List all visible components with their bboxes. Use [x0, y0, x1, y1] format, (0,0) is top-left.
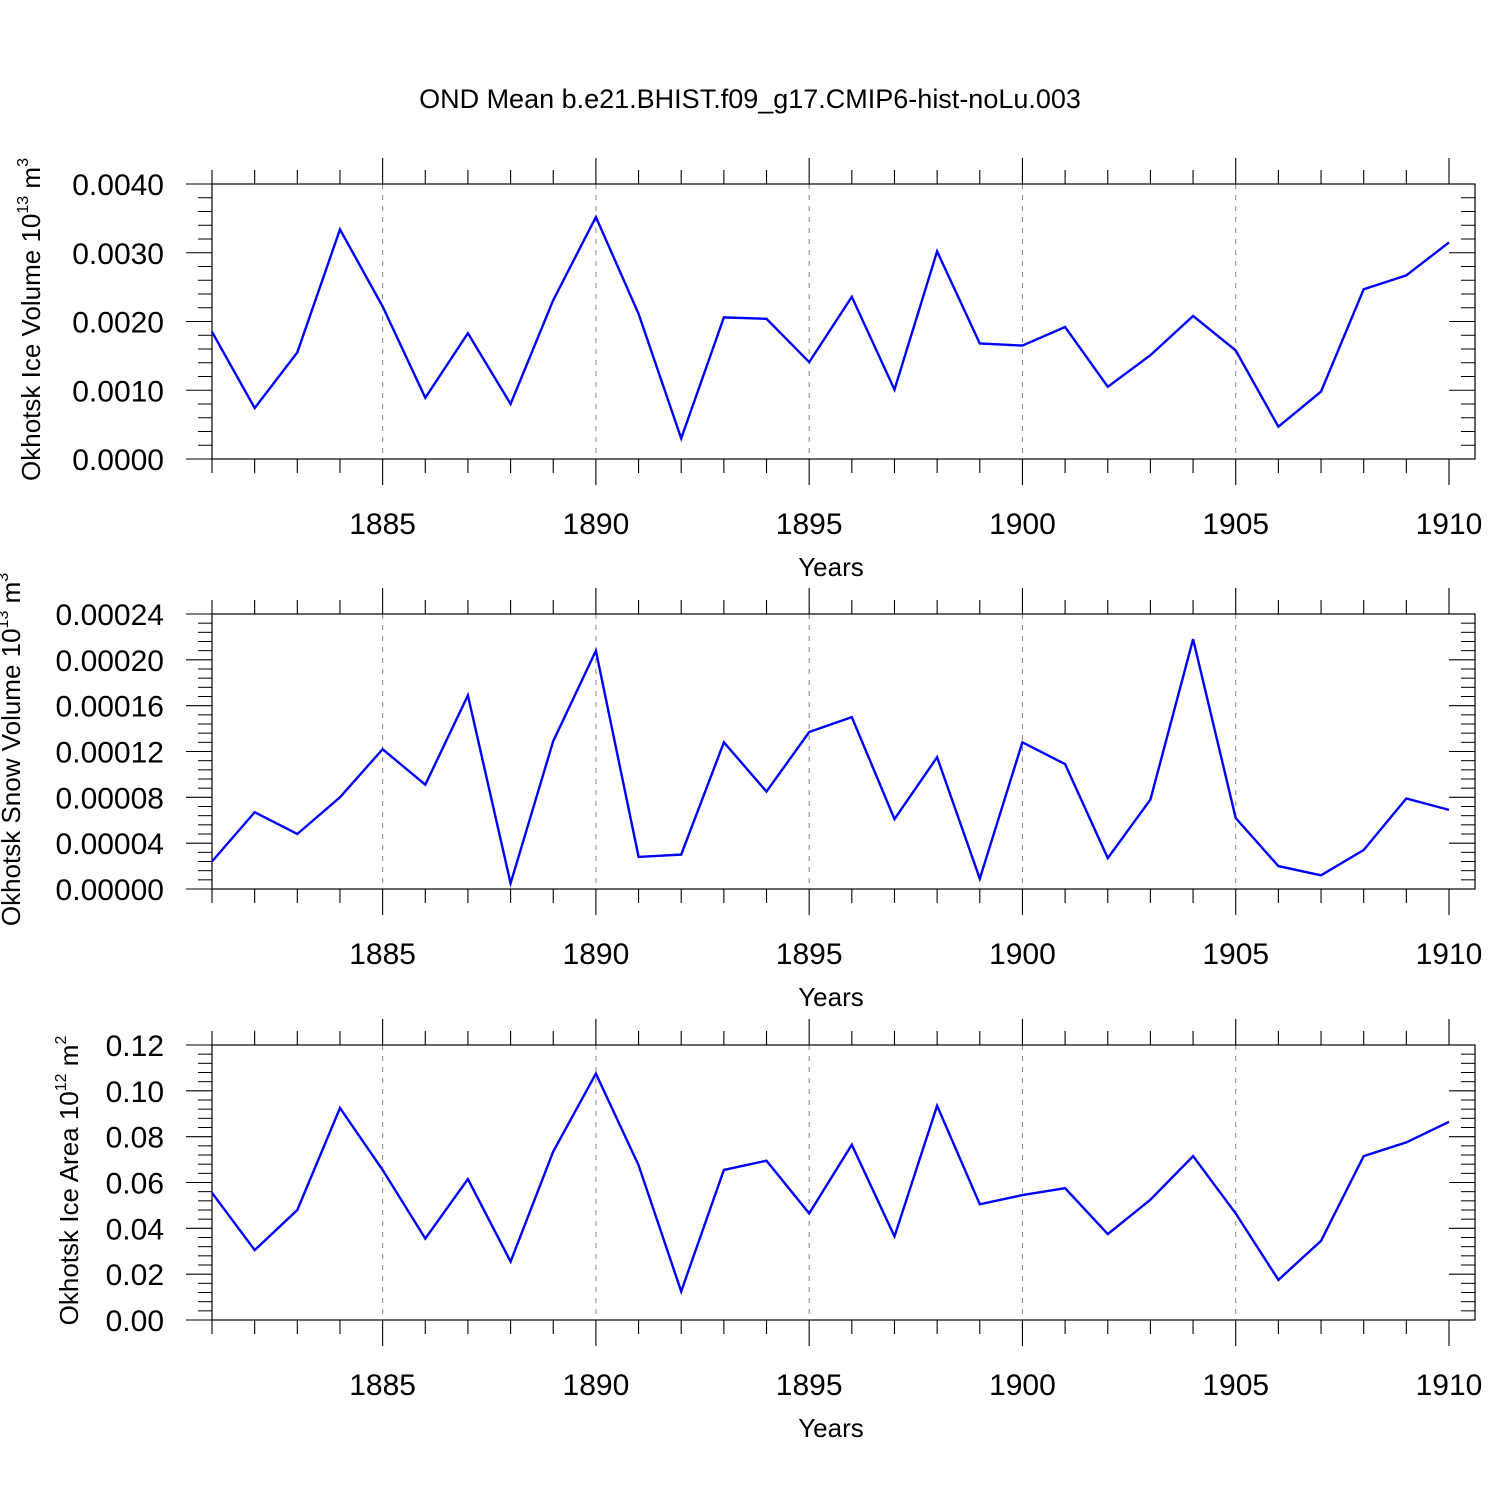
y-tick-label: 0.02 — [106, 1259, 164, 1292]
x-tick-label: 1910 — [1416, 508, 1483, 541]
x-tick-label: 1895 — [776, 938, 843, 971]
x-tick-label: 1910 — [1416, 1369, 1483, 1402]
y-axis-title-text: Okhotsk Ice Area 10 — [54, 1091, 84, 1325]
x-tick-label: 1890 — [563, 938, 630, 971]
y-tick-label: 0.10 — [106, 1076, 164, 1109]
y-axis-title-exponent: 13 — [0, 611, 12, 629]
x-tick-label: 1885 — [349, 1369, 416, 1402]
y-tick-label: 0.00020 — [56, 645, 164, 678]
x-axis-title: Years — [798, 982, 864, 1012]
x-tick-label: 1905 — [1202, 508, 1269, 541]
y-axis-title-unit: m — [0, 582, 26, 611]
y-tick-label: 0.0040 — [72, 169, 164, 202]
y-tick-label: 0.00004 — [56, 828, 164, 861]
y-axis-title: Okhotsk Ice Volume 1013 m3 — [15, 158, 46, 481]
y-tick-label: 0.12 — [106, 1030, 164, 1063]
series-line — [211, 1070, 1450, 1296]
y-tick-label: 0.00024 — [56, 599, 164, 632]
chart-panel-3: 0.00 0.02 0.04 0.06 0.08 0.10 0.12 1885 1890 1895… — [53, 1019, 1482, 1443]
y-tick-label: 0.0000 — [72, 444, 164, 477]
y-axis-title-unit-exponent: 3 — [0, 573, 12, 582]
y-axis-title-unit-exponent: 3 — [15, 158, 32, 167]
x-tick-label: 1900 — [989, 1369, 1056, 1402]
y-axis-title-exponent: 12 — [53, 1073, 70, 1091]
y-tick-label: 0.0020 — [72, 307, 164, 340]
x-tick-label: 1890 — [563, 508, 630, 541]
plot-frame — [211, 183, 1476, 460]
y-axis-title-unit: m — [16, 167, 46, 196]
chart-panel-2: 0.00000 0.00004 0.00008 0.00012 0.00016 0.000… — [0, 573, 1482, 1012]
y-tick-label: 0.00016 — [56, 691, 164, 724]
y-axis-title-text: Okhotsk Ice Volume 10 — [16, 214, 46, 481]
x-tick-label: 1885 — [349, 508, 416, 541]
y-tick-label: 0.00 — [106, 1305, 164, 1338]
x-axis-title: Years — [798, 1413, 864, 1443]
plot-frame — [211, 613, 1476, 890]
y-axis-title-text: Okhotsk Snow Volume 10 — [0, 628, 26, 926]
x-tick-label: 1905 — [1202, 938, 1269, 971]
y-axis-title-unit: m — [54, 1045, 84, 1074]
x-tick-label: 1905 — [1202, 1369, 1269, 1402]
y-tick-label: 0.00008 — [56, 782, 164, 815]
chart-panel-1: 0.0000 0.0010 0.0020 0.0030 0.0040 1885 1890 18… — [15, 158, 1482, 582]
y-tick-label: 0.0010 — [72, 375, 164, 408]
x-tick-label: 1900 — [989, 508, 1056, 541]
x-tick-label: 1910 — [1416, 938, 1483, 971]
series-line — [211, 638, 1450, 889]
x-tick-label: 1900 — [989, 938, 1056, 971]
series-line — [210, 214, 1450, 443]
y-axis-title: Okhotsk Snow Volume 1013 m3 — [0, 573, 26, 926]
x-tick-label: 1890 — [563, 1369, 630, 1402]
x-tick-label: 1895 — [776, 508, 843, 541]
y-tick-label: 0.0030 — [72, 238, 164, 271]
x-tick-label: 1885 — [349, 938, 416, 971]
y-axis-title-exponent: 13 — [15, 196, 32, 214]
y-tick-label: 0.00000 — [56, 874, 164, 907]
figure-title: OND Mean b.e21.BHIST.f09_g17.CMIP6-hist-… — [419, 84, 1081, 114]
x-tick-label: 1895 — [776, 1369, 843, 1402]
y-axis-title: Okhotsk Ice Area 1012 m2 — [53, 1036, 84, 1326]
y-tick-label: 0.08 — [106, 1122, 164, 1155]
y-tick-label: 0.06 — [106, 1168, 164, 1201]
x-axis-title: Years — [798, 552, 864, 582]
y-axis-title-unit-exponent: 2 — [53, 1036, 70, 1045]
plot-frame — [211, 1044, 1476, 1321]
y-tick-label: 0.04 — [106, 1213, 164, 1246]
chart-panels: 0.0000 0.0010 0.0020 0.0030 0.0040 1885 1890 18… — [0, 158, 1482, 1443]
y-tick-label: 0.00012 — [56, 737, 164, 770]
